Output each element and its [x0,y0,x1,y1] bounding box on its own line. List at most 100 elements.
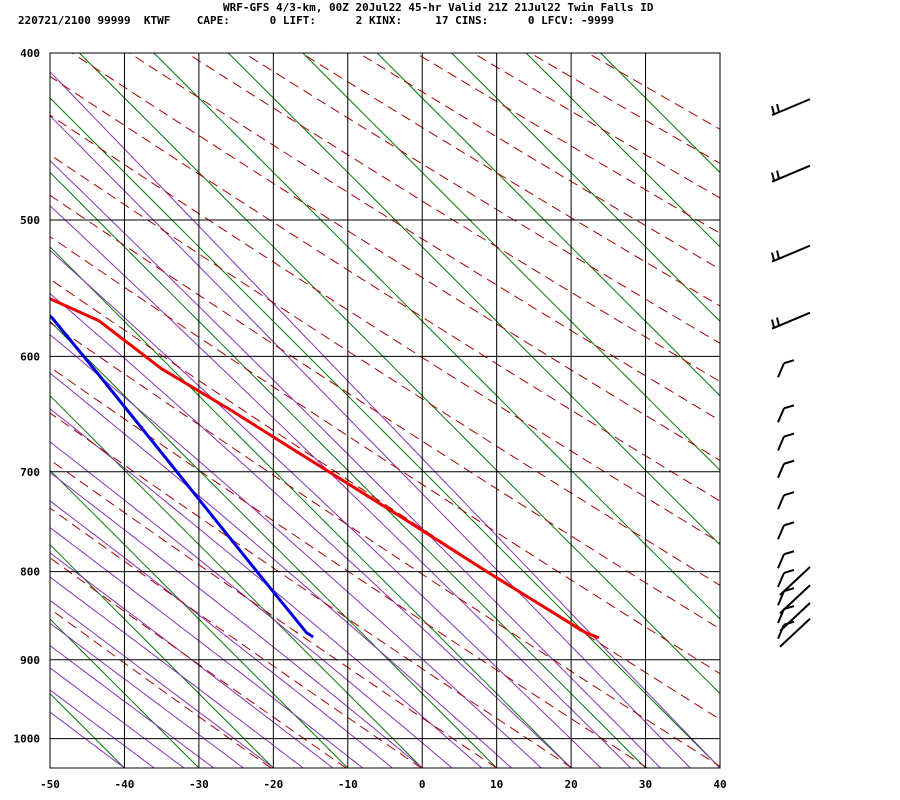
wind-barb [777,432,795,451]
mixing-ratio-line [50,692,125,768]
dewpoint-trace [50,313,315,639]
tick-labels: -50 -40 -30 -20 -10 0 10 20 30 40 400 500 600 700 800 9… [14,47,727,791]
moist-adiabat-line [50,441,453,768]
wind-barb [771,244,811,263]
dry-adiabat-line [50,278,720,720]
moist-adiabat-line [50,249,602,768]
wind-barb [777,359,795,378]
pressure-tick-label: 600 [20,350,40,363]
wind-barb [777,617,811,648]
dry-adiabat-line [414,53,720,234]
mixing-ratio-line [78,53,720,695]
wind-barb [777,584,811,614]
mixing-ratio-line [599,53,720,174]
x-tick-label: -50 [40,778,60,791]
mixing-ratio-line [50,171,646,768]
dry-adiabat-line [50,507,422,768]
moist-adiabat-line [50,527,364,768]
pressure-tick-label: 900 [20,654,40,667]
dry-adiabat-line [50,459,497,768]
dry-adiabat-line [357,53,720,270]
mixing-ratio-line [50,320,498,768]
moist-adiabat-line [50,205,632,768]
mixing-ratio-lines [50,53,720,768]
dry-adiabat-line [50,322,720,767]
dry-adiabat-line [472,53,720,199]
mixing-ratio-line [50,395,423,768]
moist-adiabat-line [50,645,215,768]
wind-barb [771,164,811,183]
dry-adiabat-line [50,236,720,675]
dry-adiabat-line [586,53,720,130]
wind-barbs [771,98,811,648]
dry-adiabat-line [50,366,648,768]
mixing-ratio-line [376,53,720,397]
moist-adiabat-line [50,115,691,768]
station-info-line: 220721/2100 99999 KTWF CAPE: 0 LIFT: 2 K… [18,14,615,27]
moist-adiabat-line [50,408,483,768]
wind-barb [777,602,811,632]
wind-barb [777,491,795,510]
dry-adiabat-line [185,53,720,383]
moist-adiabat-line [50,159,661,768]
x-tick-label: -10 [338,778,358,791]
temperature-trace [50,297,600,640]
plot-frame [49,52,721,769]
wind-barb [777,550,795,569]
moist-adiabat-line [50,711,125,768]
pressure-tick-label: 1000 [14,733,41,746]
x-tick-label: -20 [263,778,283,791]
dry-adiabat-line [243,53,720,344]
moist-adiabat-line [50,667,185,768]
dry-adiabat-line [71,53,720,461]
x-tick-label: 40 [713,778,726,791]
x-tick-label: -30 [189,778,209,791]
x-tick-label: 10 [490,778,503,791]
mixing-ratio-line [50,618,200,768]
mixing-ratio-line [525,53,720,248]
pressure-tick-label: 500 [20,214,40,227]
mixing-ratio-line [50,246,572,768]
moist-adiabat-line [50,471,423,768]
mixing-ratio-line [50,543,274,768]
pressure-tick-label: 400 [20,47,40,60]
x-tick-label: 0 [419,778,426,791]
wind-barb [777,459,795,479]
moist-adiabat-line [50,622,244,768]
dry-adiabat-line [50,114,720,544]
dry-adiabat-line [128,53,720,422]
moist-adiabat-line [50,552,334,768]
moist-adiabat-line [50,599,274,768]
grid [49,52,721,768]
chart-title: WRF-GFS 4/3-km, 00Z 20Jul22 45-hr Valid … [223,1,654,14]
moist-adiabat-line [50,500,393,768]
pressure-tick-label: 800 [20,566,40,579]
pressure-tick-label: 700 [20,466,40,479]
dry-adiabat-line [50,194,720,630]
moist-adiabat-line [50,71,720,768]
dry-adiabat-line [50,75,720,502]
dry-adiabat-line [50,412,573,768]
mixing-ratio-line [227,53,720,546]
dry-adiabat-line [529,53,720,164]
moist-adiabat-line [50,333,542,768]
mixing-ratio-line [153,53,720,620]
mixing-ratio-line [50,97,720,768]
x-tick-label: 20 [564,778,577,791]
moist-adiabat-line [50,576,304,768]
moist-adiabat-line [50,292,572,768]
mixing-ratio-line [50,469,349,768]
wind-barb [771,311,811,330]
wind-barb [777,521,795,540]
dry-adiabat-line [300,53,720,307]
x-tick-label: -40 [115,778,135,791]
mixing-ratio-line [302,53,720,471]
x-tick-label: 30 [639,778,652,791]
mixing-ratio-line [450,53,720,323]
dry-adiabats [50,53,720,768]
wind-barb [771,98,811,117]
sounding-traces [50,297,600,640]
wind-barb [777,404,795,423]
moist-adiabats [50,71,720,768]
